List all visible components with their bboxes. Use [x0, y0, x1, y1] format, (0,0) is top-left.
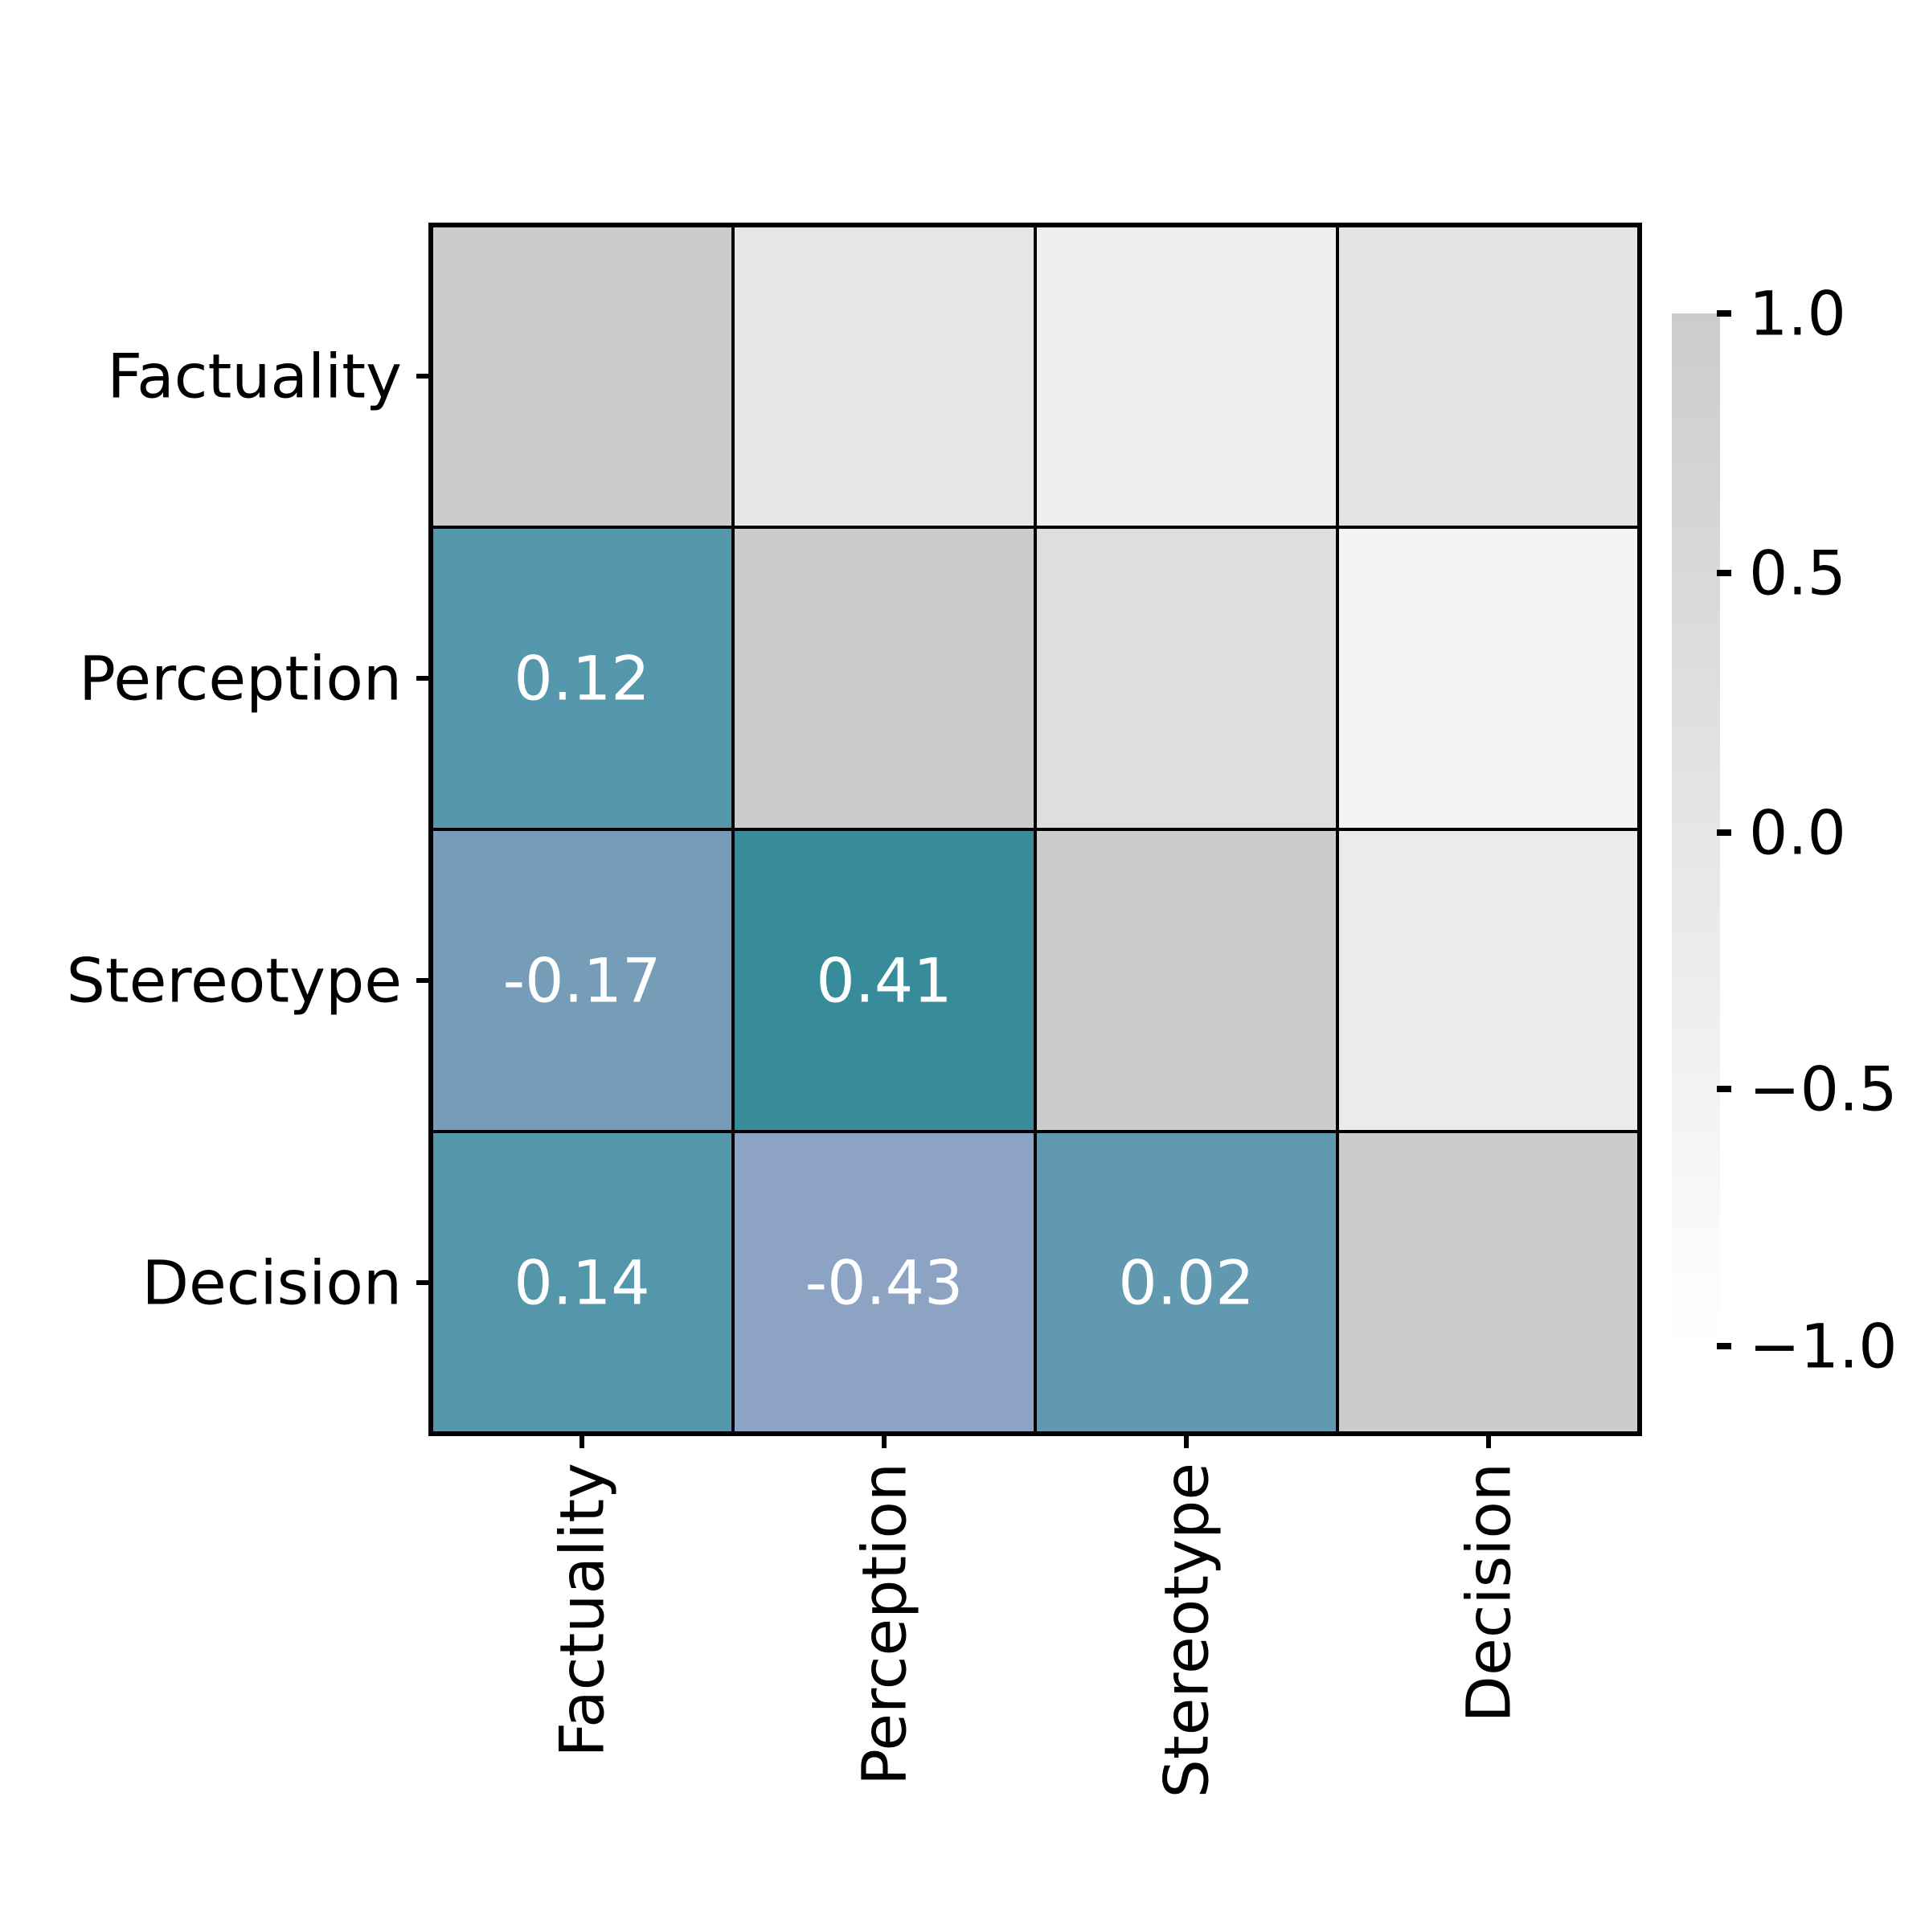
colorbar: 1.0 0.5 0.0 −0.5 −1.0 [1672, 278, 1898, 1382]
x-tick-label: Perception [849, 1463, 920, 1786]
heatmap-cell-perception-decision [1336, 526, 1641, 831]
y-tick-label: Factuality [107, 341, 402, 412]
cell-value-label: 0.12 [514, 643, 649, 714]
cell-annotations: 0.12 -0.17 0.41 0.14 -0.43 0.02 [503, 643, 1255, 1319]
heatmap-cell-decision-perception [731, 1130, 1037, 1435]
colorbar-tick-label: 0.5 [1749, 538, 1846, 609]
heatmap-cell-perception-stereotype [1034, 526, 1339, 831]
x-tick-label: Decision [1453, 1463, 1525, 1723]
heatmap-cell-stereotype-stereotype [1034, 828, 1339, 1133]
heatmap-cell-factuality-factuality [429, 223, 735, 529]
heatmap-cell-decision-factuality [429, 1130, 735, 1435]
colorbar-tick-label: −0.5 [1749, 1054, 1898, 1125]
cell-value-label: 0.02 [1118, 1247, 1254, 1319]
cell-value-label: -0.17 [503, 945, 661, 1017]
heatmap-cell-decision-decision [1336, 1130, 1641, 1435]
colorbar-tick-label: −1.0 [1749, 1311, 1898, 1382]
heatmap-cell-perception-perception [731, 526, 1037, 831]
cell-value-label: 0.14 [514, 1247, 649, 1319]
heatmap-cell-factuality-perception [731, 223, 1037, 529]
heatmap-cells [429, 223, 1641, 1435]
cell-value-label: -0.43 [805, 1247, 964, 1319]
heatmap-cell-perception-factuality [429, 526, 735, 831]
heatmap-cell-decision-stereotype [1034, 1130, 1339, 1435]
colorbar-tick-label: 1.0 [1749, 278, 1846, 350]
colorbar-gradient [1672, 313, 1720, 1346]
y-tick-label: Stereotype [67, 945, 402, 1017]
x-tick-label: Stereotype [1151, 1463, 1223, 1798]
y-tick-label: Decision [141, 1247, 402, 1319]
heatmap-cell-stereotype-decision [1336, 828, 1641, 1133]
y-tick-label: Perception [79, 643, 402, 714]
heatmap-cell-factuality-stereotype [1034, 223, 1339, 529]
plot-frame [428, 223, 1642, 1436]
heatmap-cell-factuality-decision [1336, 223, 1641, 529]
heatmap-cell-stereotype-perception [731, 828, 1037, 1133]
colorbar-tick-label: 0.0 [1749, 797, 1846, 869]
cell-value-label: 0.41 [816, 945, 952, 1017]
x-tick-label: Factuality [547, 1463, 618, 1758]
axes: Factuality Perception Stereotype Decision Fa… [67, 223, 1642, 1798]
